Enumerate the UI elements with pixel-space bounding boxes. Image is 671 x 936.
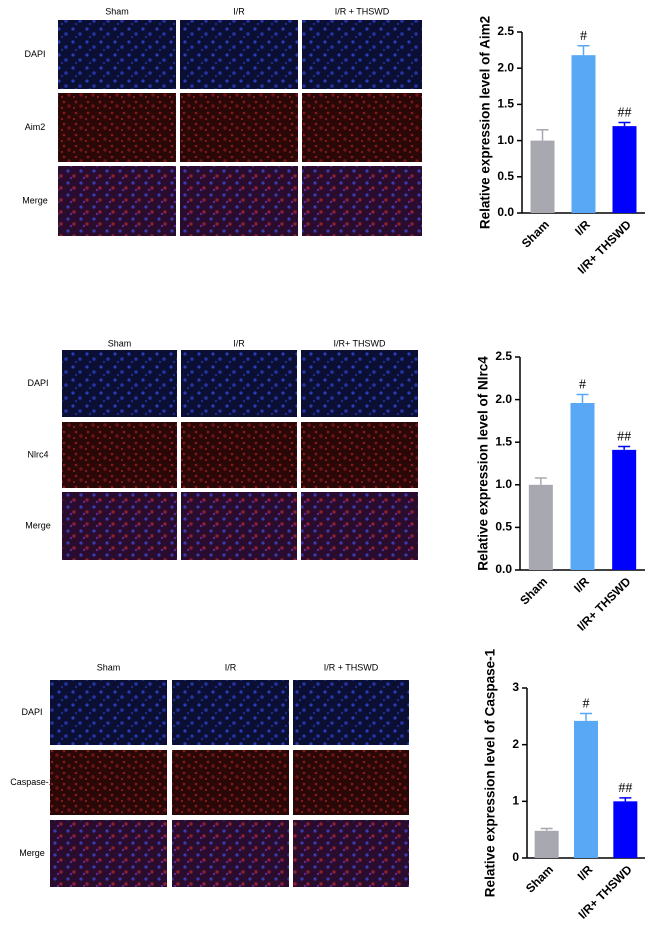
micrograph: [301, 422, 418, 488]
row-label: Merge: [25, 520, 51, 530]
micrograph: [181, 422, 297, 488]
column-header: I/R: [225, 662, 237, 672]
micrograph: [58, 93, 176, 162]
significance-mark: #: [583, 697, 590, 712]
bar: [534, 830, 559, 858]
micrograph: [50, 750, 167, 815]
micrograph: [62, 350, 177, 417]
y-tick-label: 2.5: [497, 24, 514, 38]
micrograph: [181, 492, 297, 560]
micrograph: [58, 166, 176, 236]
micrograph: [302, 20, 422, 89]
bar: [528, 484, 553, 570]
y-axis-label: Relative expression level of Caspase-1: [483, 648, 498, 897]
row-label: Caspase-1: [10, 777, 54, 787]
micrograph: [302, 93, 422, 162]
y-tick-label: 2.0: [495, 392, 512, 406]
error-bar: [534, 477, 547, 485]
x-tick-label: I/R: [575, 862, 596, 883]
bar: [571, 55, 596, 213]
y-tick-label: 1.5: [495, 434, 512, 448]
x-tick-label: Sham: [519, 217, 552, 250]
y-tick-label: 0.5: [497, 169, 514, 183]
error-bar: [536, 128, 549, 141]
micrograph: [293, 750, 409, 815]
micrograph: [62, 492, 177, 560]
column-header: I/R + THSWD: [324, 662, 379, 672]
micrograph: [180, 20, 298, 89]
y-tick-label: 1.5: [497, 97, 514, 111]
error-bar: [576, 393, 589, 404]
significance-mark: #: [580, 29, 587, 44]
bar: [613, 801, 638, 858]
micrograph: [58, 20, 176, 89]
x-tick-label: Sham: [523, 862, 556, 895]
significance-mark: ##: [617, 430, 631, 445]
error-bar: [619, 797, 632, 802]
row-label: Nlrc4: [27, 449, 48, 459]
column-header: I/R+ THSWD: [333, 338, 386, 348]
micrograph: [301, 492, 418, 560]
bar: [612, 449, 637, 570]
micrograph: [181, 350, 297, 417]
y-tick-label: 0.0: [495, 562, 512, 576]
micrograph: [172, 680, 289, 745]
column-header: I/R: [233, 338, 245, 348]
x-tick-label: Sham: [517, 574, 550, 607]
y-axis-label: Relative expression level of Aim2: [478, 16, 493, 229]
y-tick-label: 0: [512, 850, 519, 864]
error-bar: [618, 121, 631, 127]
micrograph: [172, 820, 289, 887]
micrograph: [302, 166, 422, 236]
micrograph: [301, 350, 418, 417]
micrograph: [50, 820, 167, 887]
column-header: I/R: [233, 6, 245, 16]
error-bar: [577, 45, 590, 56]
row-label: DAPI: [24, 49, 45, 59]
error-bar: [618, 445, 631, 450]
row-label: Merge: [19, 848, 45, 858]
column-header: Sham: [97, 662, 121, 672]
column-header: Sham: [108, 338, 132, 348]
bar: [530, 140, 555, 213]
x-tick-label: I/R: [571, 574, 592, 595]
micrograph: [180, 166, 298, 236]
micrograph: [62, 422, 177, 488]
row-label: DAPI: [21, 707, 42, 717]
y-tick-label: 0.0: [497, 205, 514, 219]
error-bar: [580, 712, 592, 721]
error-bar: [540, 827, 553, 831]
y-tick-label: 2.0: [497, 60, 514, 74]
significance-mark: ##: [618, 106, 632, 121]
bar: [574, 720, 598, 858]
y-tick-label: 2: [512, 737, 519, 751]
y-tick-label: 1: [512, 794, 519, 808]
y-tick-label: 2.5: [495, 349, 512, 363]
y-tick-label: 0.5: [495, 520, 512, 534]
column-header: Sham: [105, 6, 129, 16]
x-tick-label: I/R: [572, 217, 593, 238]
row-label: DAPI: [27, 378, 48, 388]
row-label: Merge: [22, 195, 48, 205]
micrograph: [50, 680, 167, 745]
micrograph: [172, 750, 289, 815]
micrograph: [293, 680, 409, 745]
significance-mark: #: [579, 378, 586, 393]
significance-mark: ##: [618, 781, 632, 796]
y-tick-label: 1.0: [497, 133, 514, 147]
y-tick-label: 1.0: [495, 477, 512, 491]
y-tick-label: 3: [512, 680, 519, 694]
bar: [612, 126, 637, 213]
column-header: I/R + THSWD: [335, 6, 390, 16]
micrograph: [180, 93, 298, 162]
row-label: Aim2: [25, 122, 46, 132]
micrograph: [293, 820, 409, 887]
y-axis-label: Relative expression level of Nlrc4: [476, 356, 491, 571]
bar: [570, 403, 595, 570]
